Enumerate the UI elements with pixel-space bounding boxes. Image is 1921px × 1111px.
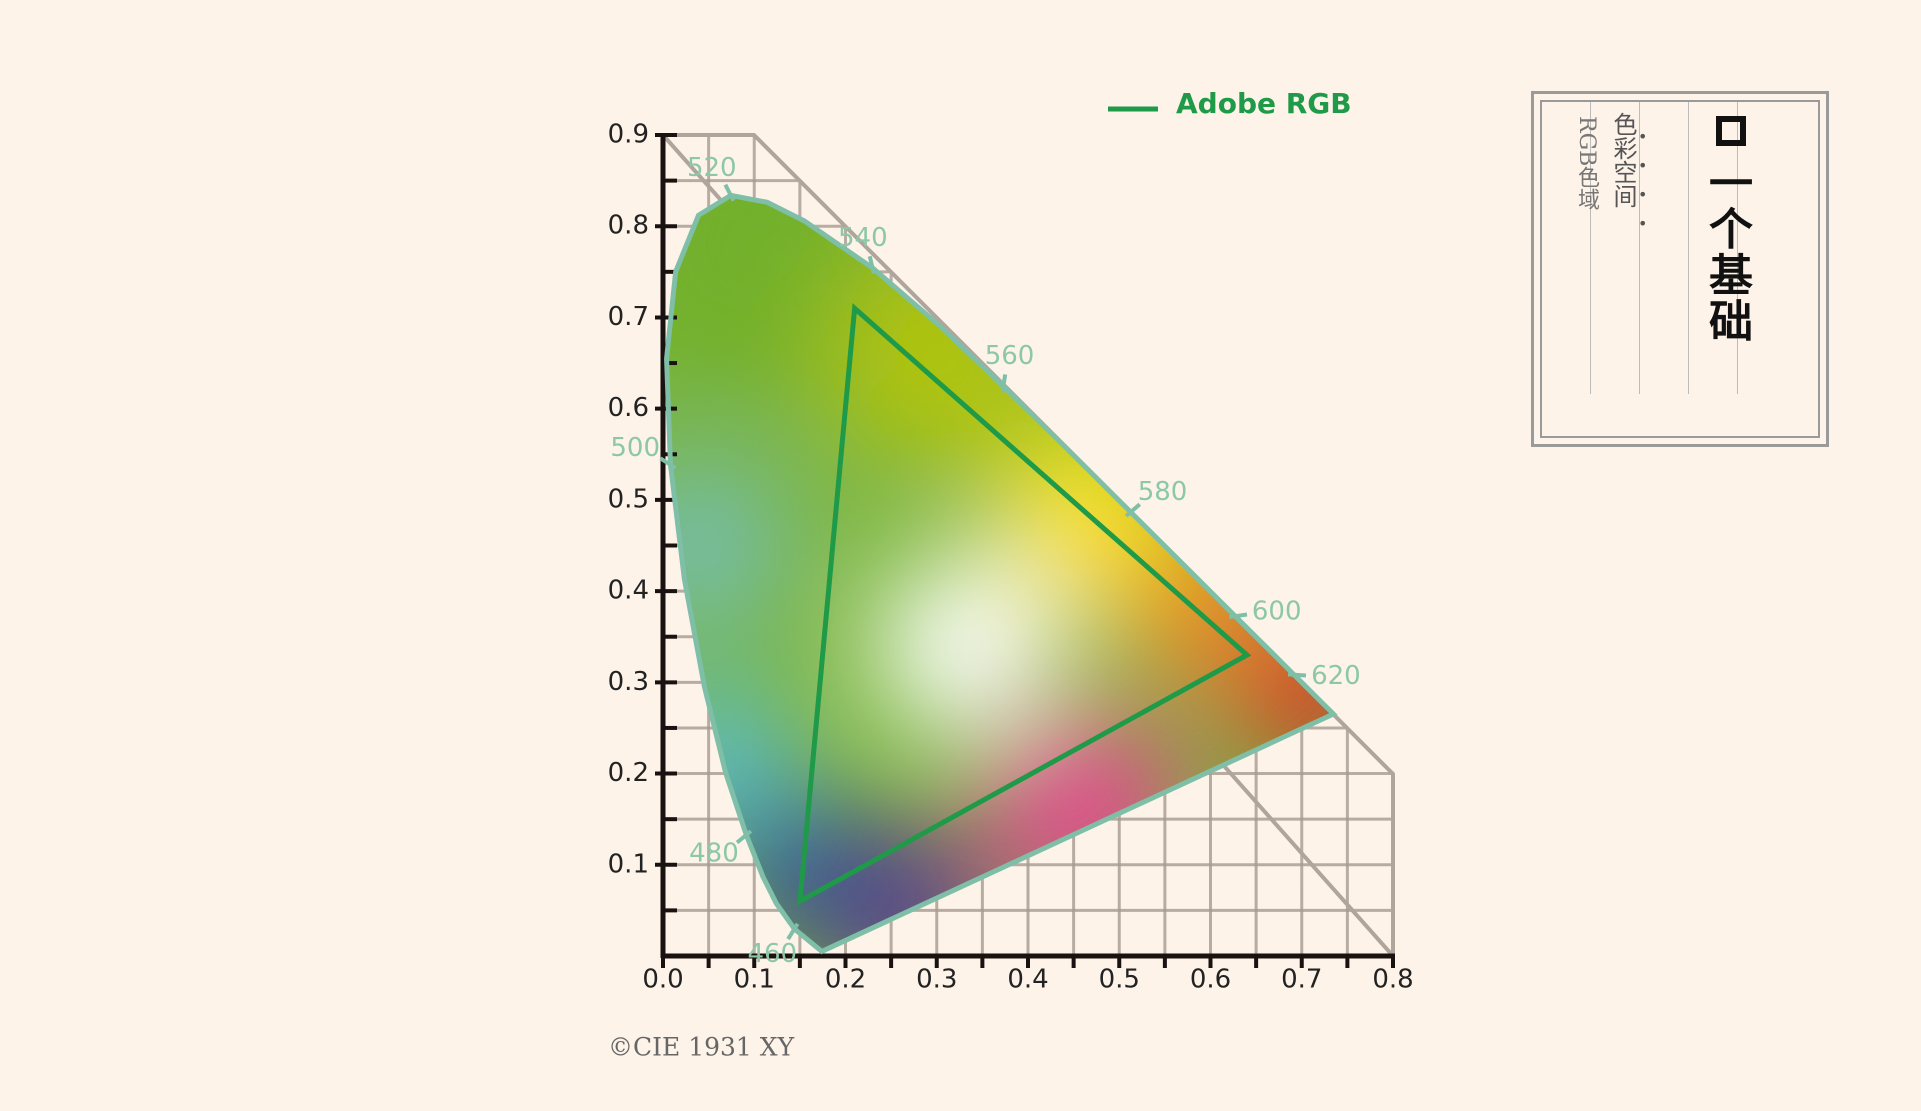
y-tick-label: 0.7 bbox=[608, 302, 649, 332]
x-tick-label: 0.2 bbox=[825, 965, 866, 995]
y-tick-label: 0.3 bbox=[608, 667, 649, 697]
title-text: 一个基础 bbox=[1701, 160, 1752, 344]
y-tick-label: 0.8 bbox=[608, 211, 649, 241]
y-tick-label: 0.9 bbox=[608, 120, 649, 150]
x-tick-label: 0.0 bbox=[642, 965, 683, 995]
x-tick-label: 0.1 bbox=[734, 965, 775, 995]
y-tick-label: 0.1 bbox=[608, 849, 649, 879]
y-tick-label: 0.5 bbox=[608, 484, 649, 514]
wavelength-tick bbox=[659, 456, 677, 470]
wavelength-label: 600 bbox=[1252, 596, 1302, 626]
sidebar-line: 色彩空间 bbox=[1609, 112, 1637, 208]
wavelength-tick bbox=[867, 255, 876, 275]
sidebar-title: 一个基础 bbox=[1694, 114, 1758, 344]
sidebar-frame: 一个基础 色彩空间 RGB色域 • • • • bbox=[1540, 100, 1820, 438]
wavelength-label: 620 bbox=[1311, 661, 1361, 691]
x-tick-label: 0.7 bbox=[1281, 965, 1322, 995]
bullets: • • • • bbox=[1638, 127, 1648, 233]
x-tick-label: 0.5 bbox=[1099, 965, 1140, 995]
footnote: ©CIE 1931 XY bbox=[608, 1033, 795, 1062]
wavelength-label: 500 bbox=[610, 433, 660, 463]
legend-label: Adobe RGB bbox=[1176, 87, 1352, 120]
wavelength-tick bbox=[786, 922, 800, 941]
spectral-locus bbox=[664, 192, 1338, 955]
y-tick-label: 0.6 bbox=[608, 393, 649, 423]
gamut-triangle bbox=[796, 303, 1252, 906]
wavelength-tick bbox=[1228, 612, 1248, 620]
icon bbox=[1716, 116, 1746, 146]
x-tick-label: 0.4 bbox=[1007, 965, 1048, 995]
wavelength-tick bbox=[1287, 672, 1307, 678]
axes: 0.0 0.1 0.2 0.3 0.4 0.5 0.6 0.7 0.8 0.1 0.2 0.3 0.4 0… bbox=[608, 120, 1414, 995]
x-tick-label: 0.3 bbox=[916, 965, 957, 995]
y-tick-label: 0.4 bbox=[608, 576, 649, 606]
wavelength-label: 540 bbox=[838, 223, 888, 253]
wavelength-tick bbox=[723, 183, 736, 202]
marks: 460 480 500 520 540 560 580 600 620 bbox=[610, 153, 1360, 969]
x-tick-label: 0.6 bbox=[1190, 965, 1231, 995]
x-tick-label: 0.8 bbox=[1372, 965, 1413, 995]
wavelength-tick bbox=[1000, 374, 1008, 393]
wavelength-label: 560 bbox=[985, 341, 1035, 371]
wavelength-label: 460 bbox=[747, 939, 797, 969]
sidebar-line: RGB色域 bbox=[1574, 116, 1599, 211]
wavelength-label: 580 bbox=[1138, 477, 1188, 507]
wavelength-tick bbox=[1124, 502, 1142, 518]
wavelength-label: 520 bbox=[687, 153, 737, 183]
sidebar: 一个基础 色彩空间 RGB色域 • • • • bbox=[1531, 91, 1829, 447]
y-tick-label: 0.2 bbox=[608, 758, 649, 788]
wavelength-label: 480 bbox=[689, 839, 739, 869]
wavelength-tick bbox=[735, 829, 753, 845]
